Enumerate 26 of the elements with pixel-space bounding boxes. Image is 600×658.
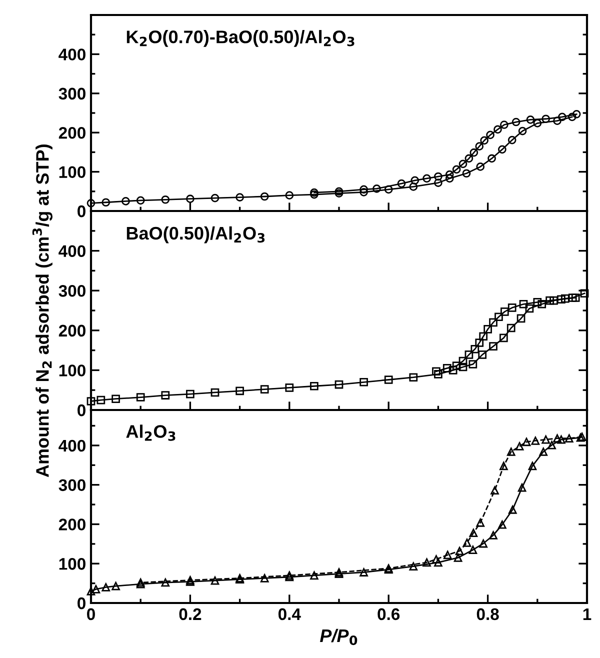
y-tick-label: 200 (58, 127, 86, 139)
y-tick-label: 100 (59, 166, 86, 178)
y-tick-label: 0 (78, 205, 86, 218)
x-tick-label: 1 (583, 608, 592, 620)
y-tick-label: 0 (78, 404, 86, 416)
x-tick-label: 0.6 (378, 608, 400, 620)
y-tick-label: 400 (58, 440, 86, 452)
y-tick-label: 300 (58, 88, 86, 100)
x-tick-label: 0 (87, 608, 95, 620)
y-tick-label: 200 (58, 518, 86, 530)
y-tick-label: 100 (59, 364, 86, 376)
y-tick-label: 400 (58, 245, 86, 258)
x-tick-label: 0.8 (476, 608, 499, 620)
x-tick-label: 0.2 (179, 608, 202, 620)
annotation: BaO(0.50)/Al$_{2}$O$_{3}$ (126, 226, 265, 244)
y-axis-title: Amount of N$_{2}$ adsorbed (cm$^{3}$/g at STP) (32, 144, 52, 478)
y-tick-label: 400 (58, 48, 86, 60)
y-tick-label: 300 (58, 479, 86, 492)
annotation: Al$_{2}$O$_{3}$ (126, 424, 176, 441)
y-tick-label: 200 (58, 324, 86, 337)
y-tick-label: 300 (58, 285, 86, 297)
y-tick-label: 0 (78, 597, 86, 610)
y-tick-label: 100 (59, 558, 86, 570)
x-axis-title: P/P$_{0}$ (320, 628, 358, 646)
annotation: K$_{2}$O(0.70)-BaO(0.50)/Al$_{2}$O$_{3}$ (126, 30, 354, 47)
x-tick-label: 0.4 (278, 608, 301, 620)
